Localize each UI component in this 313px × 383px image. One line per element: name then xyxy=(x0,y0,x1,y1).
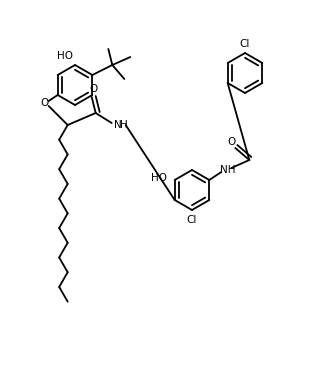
Text: O: O xyxy=(90,84,98,94)
Text: HO: HO xyxy=(57,51,73,61)
Text: Cl: Cl xyxy=(187,215,197,225)
Text: HO: HO xyxy=(151,173,167,183)
Text: O: O xyxy=(227,137,235,147)
Text: H: H xyxy=(120,120,128,130)
Text: Cl: Cl xyxy=(240,39,250,49)
Text: O: O xyxy=(41,98,49,108)
Text: NH: NH xyxy=(220,165,235,175)
Text: N: N xyxy=(114,120,121,130)
